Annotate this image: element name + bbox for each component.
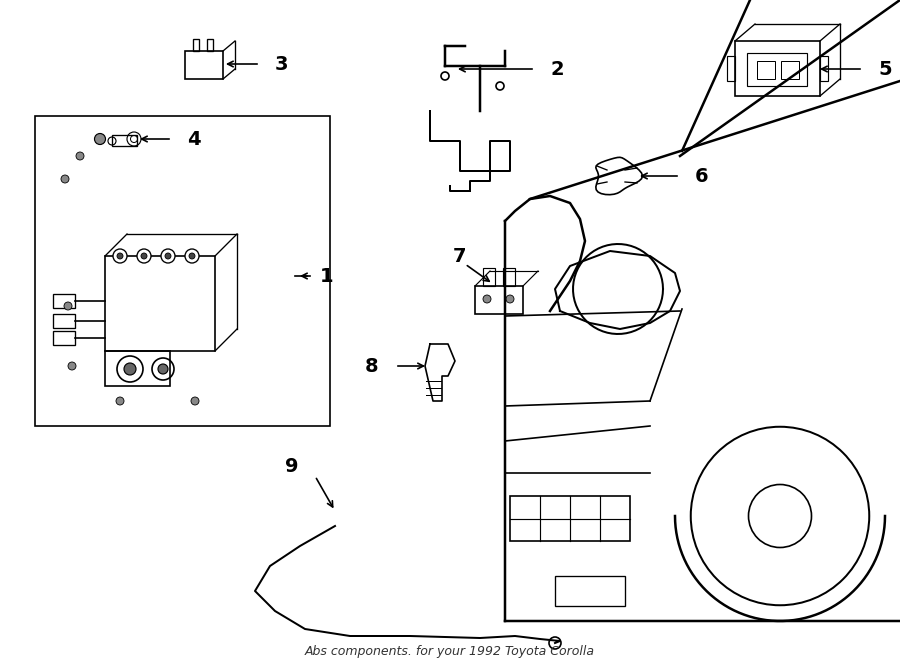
Circle shape	[158, 364, 168, 374]
Bar	[105, 351, 170, 386]
Bar	[781, 61, 799, 79]
Circle shape	[64, 302, 72, 310]
Bar	[35, 116, 330, 426]
Bar	[193, 39, 199, 51]
Bar	[53, 314, 75, 328]
Circle shape	[189, 253, 195, 259]
Circle shape	[483, 295, 491, 303]
Bar	[483, 268, 495, 286]
Circle shape	[94, 134, 105, 145]
Circle shape	[108, 137, 116, 145]
Bar	[747, 53, 807, 86]
Bar	[555, 576, 625, 606]
Text: 5: 5	[878, 59, 892, 79]
Circle shape	[185, 249, 199, 263]
Circle shape	[124, 363, 136, 375]
Bar	[510, 496, 630, 541]
Bar	[53, 331, 75, 345]
Bar	[185, 51, 223, 79]
Circle shape	[113, 249, 127, 263]
Circle shape	[496, 82, 504, 90]
Text: 2: 2	[550, 59, 563, 79]
Circle shape	[76, 152, 84, 160]
Text: 7: 7	[453, 247, 466, 266]
Bar	[503, 268, 515, 286]
Bar	[727, 56, 735, 81]
Text: 8: 8	[365, 356, 379, 375]
Bar	[475, 286, 523, 314]
Bar	[820, 56, 828, 81]
Circle shape	[441, 72, 449, 80]
Circle shape	[191, 397, 199, 405]
Bar	[112, 135, 137, 146]
Text: 4: 4	[187, 130, 201, 149]
Bar	[735, 41, 820, 96]
Bar	[757, 61, 775, 79]
Circle shape	[68, 362, 76, 370]
Bar	[105, 256, 215, 351]
Text: 6: 6	[695, 167, 708, 186]
Text: 1: 1	[320, 266, 334, 286]
Circle shape	[137, 249, 151, 263]
Text: Abs components. for your 1992 Toyota Corolla: Abs components. for your 1992 Toyota Cor…	[305, 645, 595, 658]
Bar	[207, 39, 213, 51]
Circle shape	[61, 175, 69, 183]
Circle shape	[117, 253, 123, 259]
Circle shape	[116, 397, 124, 405]
Circle shape	[141, 253, 147, 259]
Circle shape	[161, 249, 175, 263]
Bar	[53, 294, 75, 308]
Circle shape	[549, 637, 561, 649]
Circle shape	[165, 253, 171, 259]
Polygon shape	[425, 344, 455, 401]
Circle shape	[506, 295, 514, 303]
Text: 3: 3	[275, 54, 289, 73]
Text: 9: 9	[285, 457, 299, 475]
